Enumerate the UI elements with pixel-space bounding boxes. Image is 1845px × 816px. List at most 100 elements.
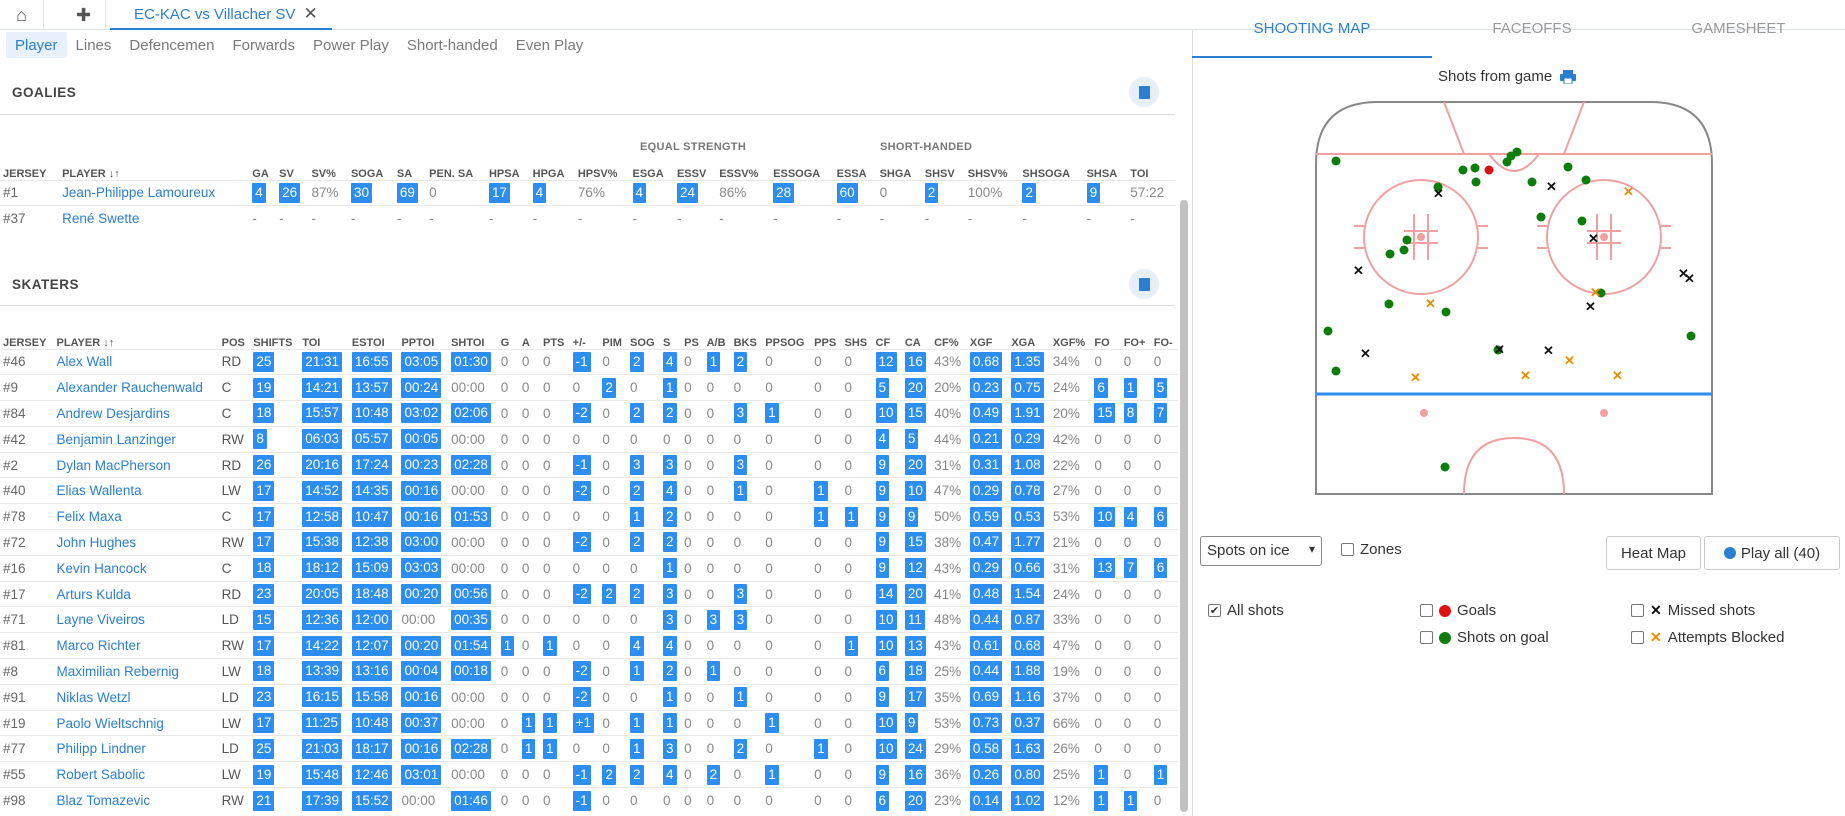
value-badge: 9 xyxy=(875,455,890,476)
subtab-player[interactable]: Player xyxy=(6,32,67,58)
value-badge: 1 xyxy=(844,635,859,656)
value-badge: 00:16 xyxy=(401,506,442,527)
missed-shot-marker: ✕ xyxy=(1678,266,1689,281)
value-badge: 0.66 xyxy=(1011,558,1044,579)
value-badge: 03:05 xyxy=(401,351,442,372)
print-icon[interactable] xyxy=(1560,70,1577,85)
add-tab-icon[interactable]: ✚ xyxy=(62,0,106,30)
checkbox-box[interactable] xyxy=(1420,631,1433,644)
column-header[interactable]: PLAYER ↓↑ xyxy=(62,167,120,180)
tab-gamesheet[interactable]: GAMESHEET xyxy=(1691,20,1786,37)
table-cell: -2 xyxy=(569,529,600,556)
table-cell: 0 xyxy=(497,477,519,504)
value-badge: 0.53 xyxy=(1011,506,1044,527)
table-row: #16 Kevin Hancock C 18 18:12 15:09 03:03 00:00 0… xyxy=(0,554,1178,582)
player-link[interactable]: Elias Wallenta xyxy=(53,477,219,504)
value-badge: 01:46 xyxy=(451,790,491,811)
cell-value: 0 xyxy=(663,431,671,447)
all-shots-checkbox[interactable]: ✔ All shots xyxy=(1208,602,1284,619)
table-cell: 0 xyxy=(730,529,763,556)
column-header: JERSEY xyxy=(3,336,47,349)
player-link[interactable]: Alexander Rauchenwald xyxy=(53,374,219,401)
value-badge: 15:48 xyxy=(302,764,342,785)
checkbox-box[interactable] xyxy=(1341,543,1354,556)
table-cell: 18 xyxy=(250,400,300,427)
table-cell: 2 xyxy=(660,658,682,685)
cell-value: 0 xyxy=(1123,767,1132,783)
value-badge: 1 xyxy=(765,403,779,424)
player-link[interactable]: John Hughes xyxy=(53,529,219,556)
column-header[interactable]: PLAYER ↓↑ xyxy=(56,336,115,349)
player-link[interactable]: Kevin Hancock xyxy=(53,554,219,582)
spots-select[interactable]: Spots on ice ▾ xyxy=(1200,536,1322,566)
player-link[interactable]: Alex Wall xyxy=(53,348,219,375)
table-cell: 0 xyxy=(681,761,704,788)
checkbox-box[interactable] xyxy=(1631,604,1644,617)
cell-value: 0 xyxy=(521,483,530,499)
column-header: FO- xyxy=(1153,336,1173,349)
player-link[interactable]: Felix Maxa xyxy=(53,503,219,530)
table-cell: 1.63 xyxy=(1008,735,1050,762)
table-cell: LD xyxy=(218,735,251,762)
player-link[interactable]: Niklas Wetzl xyxy=(53,683,219,711)
value-badge: 1 xyxy=(706,351,721,372)
play-all-button[interactable]: Play all (40) xyxy=(1704,536,1840,570)
cell-value: 0 xyxy=(733,715,742,731)
player-link[interactable]: Robert Sabolic xyxy=(53,761,219,788)
missed-shots-checkbox[interactable]: ✕ Missed shots xyxy=(1631,602,1755,619)
value-badge: 13:39 xyxy=(302,661,342,682)
player-link[interactable]: Blaz Tomazevic xyxy=(53,787,219,814)
tab-game[interactable]: EC-KAC vs Villacher SV ✕ xyxy=(110,0,332,30)
close-icon[interactable]: ✕ xyxy=(303,4,318,23)
tab-shooting-map[interactable]: SHOOTING MAP xyxy=(1192,20,1432,58)
checkbox-checked[interactable]: ✔ xyxy=(1208,604,1221,617)
value-badge: -2 xyxy=(572,403,591,424)
player-link[interactable]: Jean-Philippe Lamoureux xyxy=(59,179,250,206)
home-icon[interactable]: ⌂ xyxy=(0,0,44,30)
blocked-checkbox[interactable]: ✕ Attempts Blocked xyxy=(1631,629,1784,646)
value-badge: 12:00 xyxy=(351,609,392,630)
cell-value: 43% xyxy=(934,354,962,370)
goalies-book-icon[interactable] xyxy=(1129,77,1159,107)
cell-value: - xyxy=(1130,211,1135,227)
value-badge: 6 xyxy=(1153,506,1168,527)
goals-checkbox[interactable]: Goals xyxy=(1420,602,1496,619)
subtab-forwards[interactable]: Forwards xyxy=(232,36,295,54)
player-link[interactable]: Andrew Desjardins xyxy=(53,400,219,427)
player-link[interactable]: Marco Richter xyxy=(53,632,219,659)
subtab-even-play[interactable]: Even Play xyxy=(515,36,584,54)
tab-faceoffs[interactable]: FACEOFFS xyxy=(1492,20,1572,37)
cell-value: 0 xyxy=(765,457,773,473)
player-link[interactable]: René Swette xyxy=(59,205,250,232)
player-link[interactable]: Dylan MacPherson xyxy=(53,451,219,478)
subtab-lines[interactable]: Lines xyxy=(75,36,112,54)
cell-value: - xyxy=(429,211,434,227)
heat-map-button[interactable]: Heat Map xyxy=(1606,536,1701,570)
subtab-defencemen[interactable]: Defencemen xyxy=(129,36,215,54)
cell-value: 0 xyxy=(1094,457,1102,473)
player-link[interactable]: Arturs Kulda xyxy=(53,580,219,607)
table-cell: 57:22 xyxy=(1127,179,1175,206)
table-cell: 47% xyxy=(931,477,967,504)
cell-value: #91 xyxy=(3,689,26,705)
zones-checkbox[interactable]: Zones xyxy=(1341,541,1402,558)
table-cell: - xyxy=(347,205,394,232)
checkbox-box[interactable] xyxy=(1631,631,1644,644)
player-link[interactable]: Layne Viveiros xyxy=(53,606,219,633)
value-badge: 3 xyxy=(733,584,748,605)
player-link[interactable]: Paolo Wieltschnig xyxy=(53,709,219,736)
player-link[interactable]: Maximilian Rebernig xyxy=(53,658,219,685)
player-link[interactable]: Philipp Lindner xyxy=(53,735,219,762)
shots-on-goal-checkbox[interactable]: Shots on goal xyxy=(1420,629,1549,646)
table-cell: #19 xyxy=(0,709,54,736)
subtab-short-handed[interactable]: Short-handed xyxy=(406,36,498,54)
player-link[interactable]: Benjamin Lanzinger xyxy=(53,425,219,453)
checkbox-box[interactable] xyxy=(1420,604,1433,617)
table-cell: 1 xyxy=(1091,787,1121,814)
cell-value: - xyxy=(350,211,356,227)
skaters-book-icon[interactable] xyxy=(1129,269,1159,299)
table-cell: 0 xyxy=(811,529,842,556)
subtab-power-play[interactable]: Power Play xyxy=(312,36,389,54)
value-badge: 01:30 xyxy=(451,351,491,372)
scrollbar[interactable] xyxy=(1180,200,1188,812)
